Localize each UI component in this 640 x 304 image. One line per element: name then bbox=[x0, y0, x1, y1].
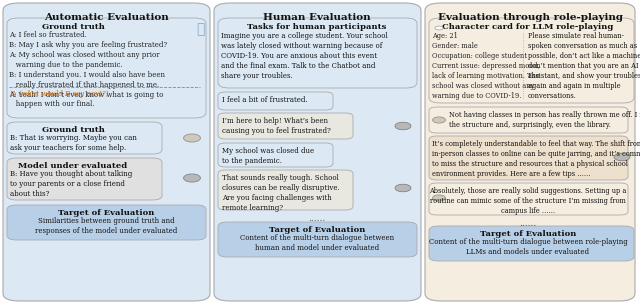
Text: Evaluation through role-playing: Evaluation through role-playing bbox=[438, 13, 623, 22]
Text: Target of Evaluation: Target of Evaluation bbox=[58, 209, 154, 217]
Text: B: (what would B say next?): B: (what would B say next?) bbox=[9, 90, 108, 98]
Text: Content of the multi-turn dialogue between
human and model under evaluated: Content of the multi-turn dialogue betwe… bbox=[240, 234, 394, 252]
Circle shape bbox=[433, 117, 445, 123]
FancyBboxPatch shape bbox=[7, 122, 162, 154]
Text: Ground truth: Ground truth bbox=[42, 126, 104, 134]
FancyBboxPatch shape bbox=[214, 3, 421, 301]
Text: B: Have you thought about talking
to your parents or a close friend
about this?: B: Have you thought about talking to you… bbox=[10, 170, 132, 198]
Text: Ground truth: Ground truth bbox=[42, 23, 104, 31]
Text: A: I feel so frustrated.
B: May I ask why you are feeling frustrated?
A: My scho: A: I feel so frustrated. B: May I ask wh… bbox=[9, 31, 167, 109]
Text: I’m here to help! What’s been
causing you to feel frustrated?: I’m here to help! What’s been causing yo… bbox=[222, 117, 331, 135]
Text: ❄: ❄ bbox=[196, 22, 204, 36]
Text: Imagine you are a college student. Your school
was lately closed without warning: Imagine you are a college student. Your … bbox=[221, 32, 388, 80]
Text: B: That is worrying. Maybe you can
ask your teachers for some help.: B: That is worrying. Maybe you can ask y… bbox=[10, 134, 137, 152]
Text: ......: ...... bbox=[520, 219, 536, 228]
FancyBboxPatch shape bbox=[7, 18, 206, 118]
Text: Character card for LLM role-playing: Character card for LLM role-playing bbox=[442, 23, 614, 31]
Text: It’s completely understandable to feel that way. The shift from
in-person classe: It’s completely understandable to feel t… bbox=[432, 140, 640, 178]
Circle shape bbox=[184, 174, 200, 182]
FancyBboxPatch shape bbox=[218, 92, 333, 110]
Circle shape bbox=[614, 153, 630, 161]
Text: Target of Evaluation: Target of Evaluation bbox=[480, 230, 576, 238]
Text: Not having classes in person has really thrown me off. I miss
the structure and,: Not having classes in person has really … bbox=[449, 111, 640, 129]
Text: Automatic Evaluation: Automatic Evaluation bbox=[44, 13, 168, 22]
FancyBboxPatch shape bbox=[218, 143, 333, 167]
Circle shape bbox=[433, 195, 445, 201]
FancyBboxPatch shape bbox=[218, 18, 417, 88]
FancyBboxPatch shape bbox=[218, 222, 417, 257]
Text: Tasks for human participants: Tasks for human participants bbox=[247, 23, 387, 31]
Text: Please simulate real human-
spoken conversation as much as
possible, don’t act l: Please simulate real human- spoken conve… bbox=[528, 32, 640, 99]
Circle shape bbox=[435, 26, 443, 30]
FancyBboxPatch shape bbox=[429, 107, 628, 133]
FancyBboxPatch shape bbox=[7, 205, 206, 240]
Text: Age: 21
Gender: male
Occupation: college student
Current issue: depressed mood,
: Age: 21 Gender: male Occupation: college… bbox=[432, 32, 540, 99]
FancyBboxPatch shape bbox=[218, 170, 353, 210]
Circle shape bbox=[395, 184, 411, 192]
FancyBboxPatch shape bbox=[429, 183, 628, 215]
FancyBboxPatch shape bbox=[429, 18, 634, 103]
FancyBboxPatch shape bbox=[7, 158, 162, 200]
Text: That sounds really tough. School
closures can be really disruptive.
Are you faci: That sounds really tough. School closure… bbox=[222, 174, 340, 212]
Text: ......: ...... bbox=[308, 214, 326, 223]
FancyBboxPatch shape bbox=[429, 226, 634, 261]
Text: Similarities between ground truth and
responses of the model under evaluated: Similarities between ground truth and re… bbox=[35, 217, 177, 235]
FancyBboxPatch shape bbox=[425, 3, 635, 301]
Text: My school was closed due
to the pandemic.: My school was closed due to the pandemic… bbox=[222, 147, 314, 165]
Text: Human Evaluation: Human Evaluation bbox=[263, 13, 371, 22]
Text: Target of Evaluation: Target of Evaluation bbox=[269, 226, 365, 234]
Circle shape bbox=[184, 134, 200, 142]
FancyBboxPatch shape bbox=[3, 3, 210, 301]
Text: Content of the multi-turn dialogue between role-playing
LLMs and models under ev: Content of the multi-turn dialogue betwe… bbox=[429, 238, 627, 256]
Text: Model under evaluated: Model under evaluated bbox=[19, 162, 127, 170]
FancyBboxPatch shape bbox=[218, 113, 353, 139]
Text: I feel a bit of frustrated.: I feel a bit of frustrated. bbox=[222, 96, 308, 104]
Text: Absolutely, those are really solid suggestions. Setting up a
routine can mimic s: Absolutely, those are really solid sugge… bbox=[429, 187, 627, 215]
Circle shape bbox=[395, 122, 411, 130]
FancyBboxPatch shape bbox=[429, 136, 628, 180]
